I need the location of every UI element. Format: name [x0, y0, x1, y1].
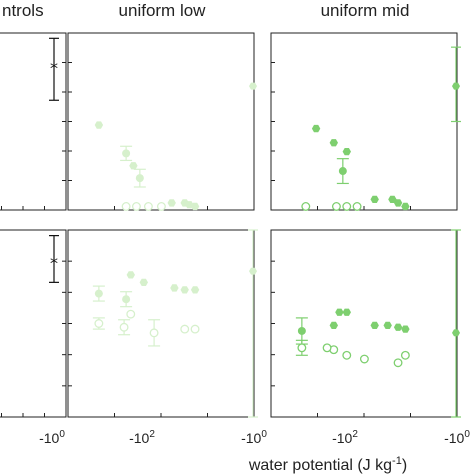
open-point [119, 322, 129, 332]
filled-point [401, 202, 410, 211]
filled-point [329, 321, 338, 329]
filled-point [94, 289, 103, 298]
x-tick-label-base: -10 [39, 430, 59, 446]
filled-point [335, 308, 344, 316]
open-point [143, 202, 153, 211]
filled-point [338, 167, 347, 176]
open-point [149, 328, 159, 338]
panel-uniform-low-bottom [67, 229, 258, 418]
filled-point [388, 195, 397, 203]
panel-uniform-low-top [67, 32, 257, 211]
filled-point [94, 121, 104, 129]
x-tick-label-exponent: 2 [352, 429, 358, 440]
x-tick-label-base: -10 [444, 430, 464, 446]
x-tick-label: -100 [241, 429, 267, 446]
panel-titles: ntrols uniform low uniform mid [2, 1, 409, 20]
open-point [297, 343, 307, 353]
filled-point [122, 149, 131, 158]
filled-point [342, 148, 351, 156]
x-tick-label: -102 [332, 429, 358, 446]
filled-point [139, 278, 148, 286]
filled-point [170, 284, 179, 292]
panel-frame [270, 229, 458, 418]
x-tick-label-exponent: 0 [59, 429, 65, 440]
filled-point [370, 321, 379, 329]
x-tick-label-exponent: 0 [464, 429, 470, 440]
filled-point [370, 195, 379, 203]
control-star-marker: * [50, 254, 58, 273]
filled-point [180, 199, 189, 207]
open-point [359, 354, 369, 364]
control-hex-marker [452, 82, 460, 90]
panel-frame [67, 32, 255, 211]
filled-point [135, 174, 144, 183]
panel-title-controls: ntrols [2, 1, 44, 20]
panel-frame [270, 32, 458, 211]
filled-point [122, 295, 131, 304]
control-hex-marker [249, 267, 257, 275]
filled-point [329, 139, 338, 147]
open-point [190, 324, 200, 334]
panel-title-uniform-mid: uniform mid [321, 1, 410, 20]
x-tick-label-exponent: 0 [261, 429, 267, 440]
filled-point [129, 162, 138, 170]
x-tick-label-base: -10 [332, 430, 352, 446]
x-tick-label: -102 [129, 429, 155, 446]
panel-title-uniform-low: uniform low [119, 1, 207, 20]
open-point [352, 202, 362, 211]
open-point [331, 202, 341, 211]
x-tick-labels: -100 -102 -100 -102 -100 [39, 429, 470, 446]
open-point [180, 324, 190, 334]
open-point [342, 202, 352, 211]
open-point [393, 358, 403, 368]
x-tick-label: -100 [39, 429, 65, 446]
open-point [121, 202, 131, 211]
open-point [131, 202, 141, 211]
open-point [126, 309, 136, 319]
control-star-marker: * [50, 58, 58, 77]
filled-point [190, 286, 200, 294]
open-point [342, 350, 352, 360]
filled-point [311, 124, 321, 133]
filled-point [393, 199, 403, 207]
filled-point [393, 323, 403, 331]
control-hex-marker [249, 82, 257, 90]
filled-point [180, 286, 189, 294]
panel-uniform-mid-bottom [270, 229, 461, 418]
control-hex-marker [452, 329, 460, 337]
x-tick-label-exponent: 2 [149, 429, 155, 440]
panel-uniform-mid-top [270, 32, 461, 211]
filled-point [383, 321, 392, 329]
open-point [94, 319, 104, 328]
x-axis-label-exponent: -1 [392, 455, 402, 467]
x-tick-label-base: -10 [129, 430, 149, 446]
panels: ** [0, 32, 461, 418]
open-point [400, 350, 410, 360]
panel-controls-top: * [0, 32, 67, 211]
x-axis-label-close: ) [402, 457, 407, 474]
filled-point [126, 271, 135, 279]
panel-controls-bottom: * [0, 229, 67, 418]
x-tick-label: -100 [444, 429, 470, 446]
filled-point [401, 325, 410, 333]
filled-point [342, 308, 351, 316]
x-axis-label: water potential (J kg-1) [248, 455, 407, 474]
open-point [156, 202, 166, 211]
filled-point [297, 326, 306, 335]
x-axis-label-text: water potential (J kg [248, 457, 392, 474]
open-point [322, 343, 332, 353]
x-tick-label-base: -10 [241, 430, 261, 446]
filled-point [167, 199, 176, 207]
open-point [301, 202, 311, 211]
